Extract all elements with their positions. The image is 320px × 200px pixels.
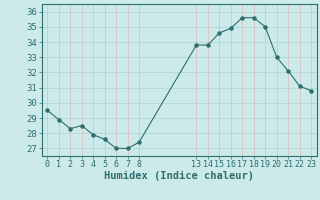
X-axis label: Humidex (Indice chaleur): Humidex (Indice chaleur) xyxy=(104,171,254,181)
